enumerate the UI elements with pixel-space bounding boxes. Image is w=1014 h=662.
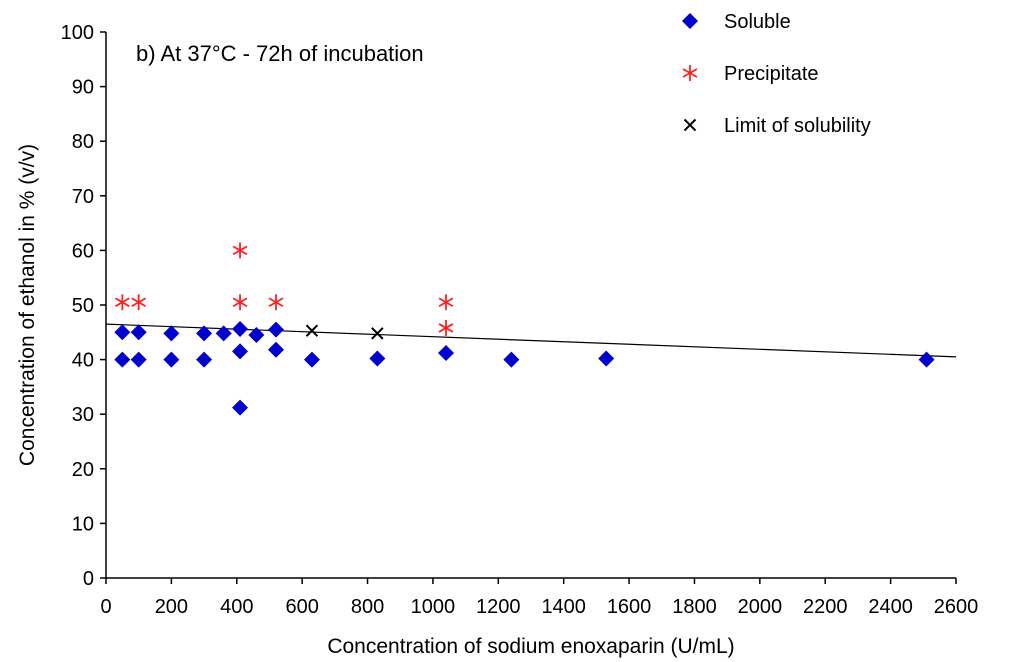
data-point (215, 325, 232, 342)
series-soluble (114, 321, 935, 416)
x-tick-label: 400 (220, 596, 253, 618)
x-tick-label: 1000 (411, 596, 456, 618)
data-point (114, 294, 130, 311)
data-point (438, 294, 454, 311)
data-point (598, 350, 615, 367)
data-point (232, 399, 249, 416)
y-tick-label: 90 (72, 77, 94, 99)
asterisk-stroke (114, 297, 130, 308)
data-point (196, 351, 213, 368)
asterisk-stroke (438, 297, 454, 308)
legend-entry: Soluble (682, 11, 791, 33)
y-tick-label: 40 (72, 350, 94, 372)
x-tick-label: 2200 (803, 596, 848, 618)
series-precipitate (114, 242, 454, 336)
x-tick-label: 600 (285, 596, 318, 618)
y-tick-label: 0 (83, 568, 94, 590)
asterisk-stroke (131, 297, 147, 308)
data-point (438, 319, 454, 336)
x-tick-label: 2000 (738, 596, 783, 618)
data-point (918, 351, 935, 368)
data-point (114, 351, 131, 368)
legend-label: Limit of solubility (724, 115, 871, 137)
x-tick-label: 2600 (934, 596, 979, 618)
data-point (232, 343, 249, 360)
data-point (369, 350, 386, 367)
y-tick-label: 50 (72, 295, 94, 317)
data-point (131, 294, 147, 311)
data-point (114, 324, 131, 341)
trendline (105, 323, 957, 358)
legend-entry: Limit of solubility (683, 115, 871, 137)
data-point (438, 345, 454, 362)
data-point (196, 325, 213, 342)
asterisk-stroke (268, 297, 284, 308)
y-tick-label: 30 (72, 404, 94, 426)
x-axis-title: Concentration of sodium enoxaparin (U/mL… (327, 635, 734, 658)
data-point (232, 294, 248, 311)
x-tick-label: 1200 (476, 596, 521, 618)
data-point (371, 327, 384, 340)
y-tick-label: 60 (72, 240, 94, 262)
data-point (130, 324, 147, 341)
legend-label: Soluble (724, 11, 791, 33)
x-stroke (683, 118, 697, 132)
data-point (268, 321, 284, 338)
data-point (268, 341, 284, 358)
x-tick-label: 1400 (541, 596, 586, 618)
data-point (268, 294, 284, 311)
x-tick-label: 1800 (672, 596, 717, 618)
legend-marker (682, 13, 698, 29)
legend-marker (683, 118, 697, 132)
legend-marker (682, 65, 698, 81)
asterisk-stroke (682, 68, 698, 78)
asterisk-stroke (438, 323, 454, 333)
y-tick-label: 70 (72, 186, 94, 208)
data-point (248, 327, 265, 344)
data-point (232, 242, 248, 259)
x-tick-label: 800 (351, 596, 384, 618)
asterisk-stroke (232, 297, 248, 308)
x-tick-label: 1600 (607, 596, 652, 618)
data-point (303, 351, 320, 368)
asterisk-stroke (232, 245, 248, 256)
x-tick-label: 2400 (868, 596, 913, 618)
chart-title: b) At 37°C - 72h of incubation (136, 41, 424, 66)
data-point (232, 321, 249, 338)
legend-entry: Precipitate (682, 63, 819, 85)
x-tick-label: 0 (100, 596, 111, 618)
series-limit-of-solubility (305, 324, 384, 340)
y-tick-label: 20 (72, 459, 94, 481)
x-stroke (371, 327, 384, 340)
y-tick-label: 10 (72, 513, 94, 535)
data-point (163, 351, 180, 368)
y-axis-title: Concentration of ethanol in % (v/v) (16, 144, 39, 466)
data-point (163, 325, 180, 342)
data-point (503, 351, 520, 368)
y-tick-label: 100 (61, 22, 94, 44)
x-stroke (305, 324, 319, 337)
data-point (130, 351, 147, 368)
legend-label: Precipitate (724, 63, 819, 85)
x-tick-label: 200 (155, 596, 188, 618)
y-tick-label: 80 (72, 131, 94, 153)
data-point (305, 324, 319, 337)
